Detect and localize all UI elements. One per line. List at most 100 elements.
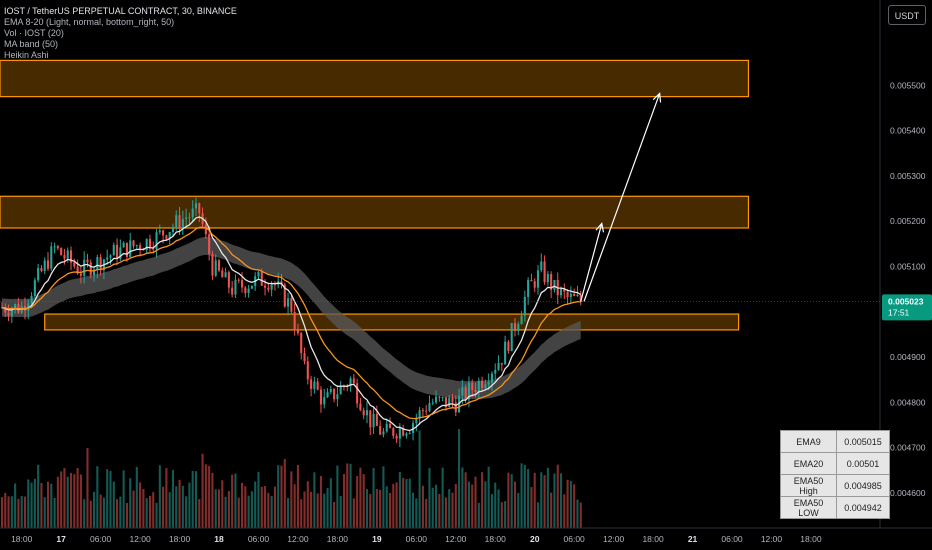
indicator-ma-band[interactable]: MA band (50) (4, 39, 59, 49)
volume-bar (388, 493, 392, 528)
candle-body (323, 397, 326, 405)
candle-body (418, 410, 421, 419)
candle-body (211, 254, 214, 276)
volume-bar (398, 471, 401, 528)
volume-bar (30, 482, 33, 528)
volume-bar (155, 502, 158, 528)
candle-body (250, 285, 253, 289)
candle-body (382, 431, 385, 435)
volume-bar (392, 483, 395, 528)
candle-body (122, 242, 125, 248)
volume-bar (408, 478, 411, 528)
chart-legend: IOST / TetherUS PERPETUAL CONTRACT, 30, … (4, 6, 237, 61)
candle-body (171, 226, 175, 232)
candle-body (566, 291, 569, 297)
candle-body (461, 387, 464, 396)
volume-bar (336, 465, 339, 528)
volume-bar (326, 488, 329, 528)
time-tick-label: 06:00 (721, 534, 743, 544)
candle-body (563, 288, 566, 292)
volume-bar (240, 482, 244, 528)
currency-button[interactable]: USDT (888, 5, 926, 25)
candle-body (240, 280, 244, 288)
zone-box[interactable] (44, 313, 740, 331)
candle-body (395, 435, 398, 439)
volume-bar (43, 497, 46, 528)
zone-box[interactable] (0, 195, 750, 229)
candle-body (37, 267, 40, 281)
candle-body (30, 295, 33, 304)
volume-bar (533, 472, 536, 528)
volume-bar (69, 472, 73, 528)
candle-body (237, 279, 240, 281)
volume-bar (306, 481, 309, 528)
candle-body (244, 287, 247, 294)
volume-bar (116, 499, 119, 528)
volume-bar (352, 498, 355, 528)
volume-bar (431, 487, 434, 528)
candle-body (129, 240, 132, 257)
time-tick-label: 17 (56, 534, 66, 544)
volume-bar (540, 472, 543, 528)
volume-bar (536, 502, 540, 528)
volume-bar (280, 465, 283, 528)
volume-bar (142, 488, 145, 528)
volume-bar (510, 474, 513, 528)
ema-row: EMA20 0.00501 (780, 452, 890, 475)
volume-bar (573, 484, 576, 528)
candle-body (33, 280, 36, 296)
volume-bar (53, 498, 56, 528)
indicator-ema[interactable]: EMA 8-20 (Light, normal, bottom_right, 5… (4, 17, 175, 27)
price-tick-label: 0.004700 (890, 443, 926, 453)
price-tick-label: 0.005500 (890, 80, 926, 90)
time-tick-label: 12:00 (603, 534, 625, 544)
volume-bar (579, 502, 582, 528)
candle-body (428, 403, 431, 412)
volume-bar (556, 464, 559, 528)
price-tick-label: 0.005400 (890, 126, 926, 136)
volume-bar (497, 489, 500, 528)
candle-body (106, 257, 109, 260)
volume-bar (102, 497, 105, 528)
volume-bar (477, 502, 480, 528)
time-tick-label: 06:00 (248, 534, 270, 544)
candle-body (185, 217, 188, 219)
volume-bar (550, 492, 553, 528)
indicator-volume[interactable]: Vol · IOST (20) (4, 28, 64, 38)
ema-value: 0.005015 (836, 430, 890, 453)
volume-bar (40, 482, 43, 528)
candle-body (283, 284, 286, 307)
candle-body (287, 298, 290, 307)
volume-bar (89, 500, 92, 528)
candle-body (510, 323, 513, 352)
candle-body (497, 362, 500, 370)
candle-body (300, 333, 303, 354)
projection-arrow[interactable] (580, 223, 603, 302)
volume-bar (474, 476, 477, 528)
volume-bar (553, 473, 556, 528)
volume-bar (175, 486, 178, 528)
volume-bar (162, 486, 165, 528)
zone-box[interactable] (0, 59, 750, 98)
volume-bar (211, 472, 214, 528)
symbol-title: IOST / TetherUS PERPETUAL CONTRACT, 30, … (4, 6, 237, 16)
volume-bar (270, 496, 273, 528)
volume-bar (231, 474, 234, 528)
projection-arrow[interactable] (583, 93, 661, 302)
indicator-heikin-ashi[interactable]: Heikin Ashi (4, 50, 49, 60)
volume-bar (349, 463, 352, 528)
candle-body (533, 281, 536, 288)
volume-bar (260, 486, 263, 528)
candle-body (517, 324, 520, 331)
candle-body (375, 413, 378, 426)
candle-body (398, 427, 401, 439)
price-tick-label: 0.004900 (890, 352, 926, 362)
volume-bar (329, 478, 332, 528)
candle-body (175, 215, 178, 227)
candle-body (385, 423, 388, 432)
ema-name: EMA9 (780, 430, 837, 453)
candle-body (79, 273, 82, 276)
candle-body (316, 381, 319, 390)
price-tag (882, 294, 932, 321)
